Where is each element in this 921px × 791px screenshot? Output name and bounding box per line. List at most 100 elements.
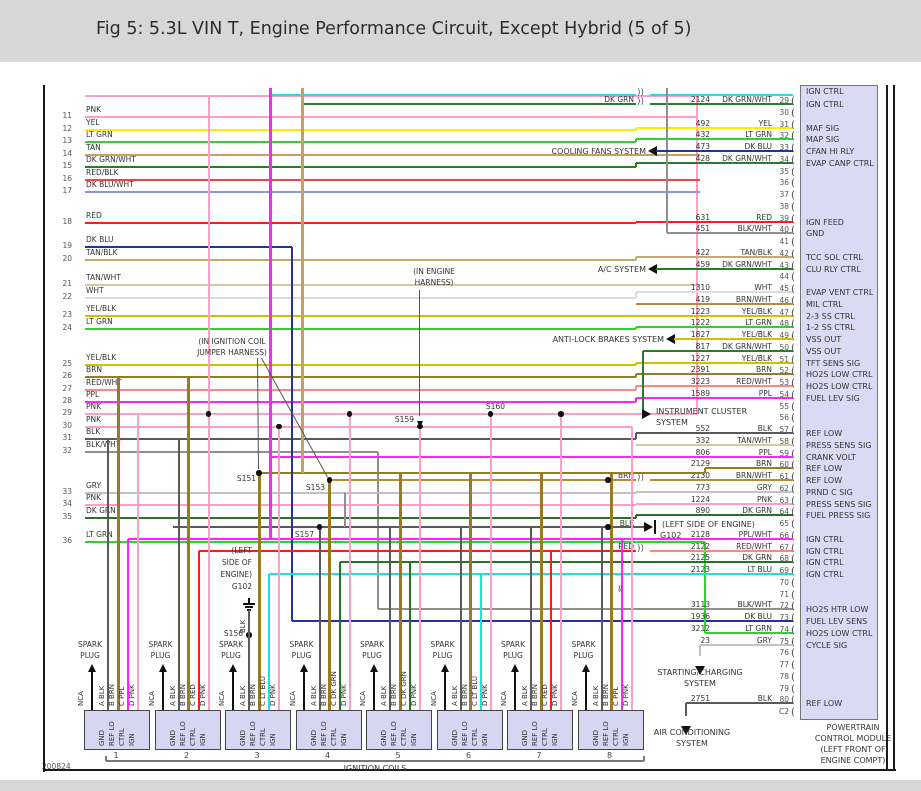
coil-terminal-label: GND: [309, 729, 318, 746]
pcm-pin-label: TCC SOL CTRL: [806, 252, 863, 262]
wire: [650, 479, 793, 481]
junction-dot: [346, 411, 353, 417]
ground-icon: [248, 598, 250, 604]
vertical-label: A BLK: [380, 685, 388, 706]
right-pin-number: 50: [779, 342, 789, 352]
coil-terminal-label: GND: [98, 729, 106, 746]
wire: [85, 450, 378, 453]
wire-color-label: DK BLU: [744, 142, 772, 151]
ground-id-label: G102: [660, 531, 682, 540]
circuit-number: 473: [695, 142, 710, 151]
connector-pin-icon: (: [791, 284, 795, 295]
wire: [198, 549, 636, 552]
wire: [636, 490, 793, 493]
vertical-label: C RED: [188, 684, 197, 706]
wire: [459, 527, 462, 710]
spark-plug-wire: [584, 672, 587, 710]
wire-color-label: YEL/BLK: [86, 304, 117, 313]
connector-pin-icon: (: [791, 154, 795, 166]
frame-right: [886, 85, 888, 770]
right-pin-number: 79: [779, 683, 789, 693]
wire-break-icon: )): [637, 97, 645, 107]
harness-note: HARNESS): [414, 278, 454, 287]
circuit-number: 2130: [690, 471, 710, 480]
pcm-pin-label: HO2S HTR LOW: [806, 605, 869, 615]
wire: [656, 150, 793, 152]
vertical-label: A BLK: [239, 685, 247, 706]
connector-pin-icon: (: [791, 695, 795, 707]
pcm-pin-label: 1-2 SS CTRL: [806, 323, 855, 333]
wire: [636, 138, 793, 141]
arrow-up-icon: [229, 664, 237, 672]
wire: [85, 438, 636, 440]
pcm-pin-label: PRESS SENS SIG: [806, 440, 872, 450]
wire: [636, 361, 793, 364]
right-pin-number: C2: [778, 707, 789, 716]
system-label: STARTING/CHARGING: [657, 668, 743, 677]
circuit-number: 1936: [690, 612, 710, 621]
vertical-label: NCA: [77, 691, 85, 706]
left-pin-number: 19: [62, 241, 72, 250]
connector-pin-icon: (: [791, 166, 795, 178]
pcm-pin-label: IGN FEED: [806, 217, 844, 227]
wire: [85, 258, 636, 261]
wire: [419, 426, 421, 710]
wire-color-label: LT GRN: [745, 318, 772, 328]
system-label: SYSTEM: [684, 679, 716, 688]
wire: [550, 550, 552, 710]
spark-plug-label: SPARK: [218, 640, 244, 649]
left-pin-number: 16: [62, 173, 72, 183]
pcm-pin-label: HO2S LOW CTRL: [806, 628, 873, 638]
vertical-label: A BLK: [521, 685, 529, 706]
right-pin-number: 75: [779, 636, 789, 646]
ground-location-label: G102: [231, 582, 252, 591]
left-pin-number: 17: [62, 186, 72, 195]
pcm-pin-label: FUEL LEV SIG: [806, 393, 860, 403]
vertical-label: B BRN: [319, 684, 328, 706]
spark-plug-label: PLUG: [362, 651, 382, 660]
wire: [636, 255, 793, 258]
wire-color-label: GRY: [756, 482, 772, 492]
wire-color-label: BRN: [86, 365, 102, 374]
wire-color-label: PNK: [86, 105, 102, 114]
right-pin-number: 64: [779, 507, 789, 517]
wire-color-label: BLK/WHT: [86, 439, 121, 449]
coil-terminal-label: IGN: [551, 733, 559, 746]
wire: [137, 414, 139, 710]
wire-color-label: DK GRN: [742, 553, 772, 563]
wire-color-label: BLK: [757, 694, 772, 704]
coil-terminal-label: CTRL: [611, 728, 620, 746]
spark-plug-label: SPARK: [500, 640, 526, 649]
circuit-number: 1589: [690, 388, 710, 398]
pcm-pin-label: FUEL PRESS SIG: [806, 511, 871, 521]
wire-color-label: GRY: [86, 481, 102, 490]
wire: [85, 95, 697, 97]
connector-pin-icon: (: [791, 636, 795, 648]
circuit-number: 332: [695, 435, 710, 445]
system-label: INSTRUMENT CLUSTER: [656, 407, 748, 416]
right-pin-number: 71: [779, 589, 789, 599]
wire: [635, 162, 637, 167]
coil-number: 2: [183, 751, 190, 760]
wire: [636, 373, 793, 376]
right-pin-number: 61: [779, 472, 789, 481]
pcm-pin-label: EVAP CANP CTRL: [806, 158, 874, 168]
wire-color-label: DK GRN: [742, 506, 772, 516]
wire: [85, 315, 636, 317]
spark-plug-label: SPARK: [77, 640, 103, 649]
wire: [85, 128, 636, 131]
right-pin-number: 33: [779, 143, 789, 152]
connector-pin-icon: (: [791, 213, 795, 225]
right-pin-number: 37: [779, 190, 789, 199]
wire: [300, 88, 304, 473]
circuit-number: 2751: [690, 694, 710, 704]
wire: [636, 502, 793, 505]
wire: [650, 103, 793, 105]
spark-plug-label: SPARK: [571, 640, 596, 649]
connector-pin-icon: (: [791, 472, 795, 483]
arrow-down-icon: [695, 666, 705, 675]
spark-plug-label: PLUG: [503, 651, 523, 660]
connector-pin-icon: (: [791, 542, 795, 554]
vertical-label: NCA: [359, 691, 367, 706]
spark-plug-wire: [443, 672, 446, 710]
